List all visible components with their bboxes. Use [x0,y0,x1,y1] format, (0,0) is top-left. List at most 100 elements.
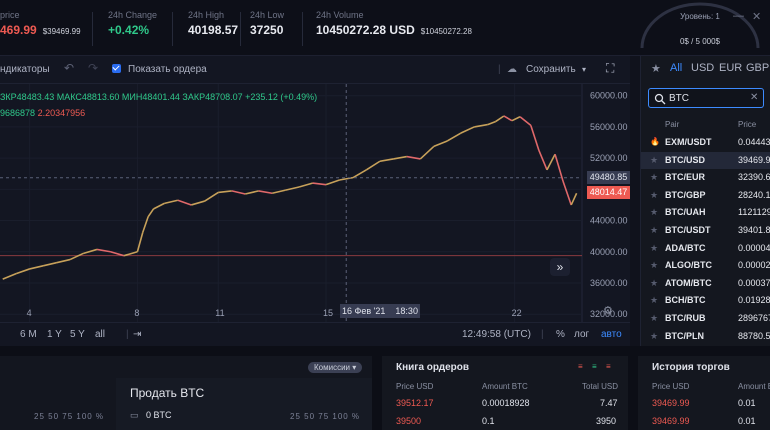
pair-name: BTC/RUB [665,313,706,323]
range-6m[interactable]: 6 M [20,329,37,340]
tab-gbp[interactable]: GBP [746,62,770,74]
price-segment [495,115,505,123]
save-layout-button[interactable]: Сохранить [526,64,576,75]
orderbook-ask-amount[interactable]: 0.1 [482,416,495,426]
price-column-header[interactable]: Price [738,120,757,129]
star-icon[interactable]: ★ [650,295,659,306]
trade-panel: Комиссии ▾ Продать BTC ▭ 0 BTC 25 50 75 … [0,356,372,430]
clock-readout[interactable]: 12:49:58 (UTC) [462,329,531,340]
price-segment [446,132,462,142]
price-segment [538,150,548,171]
pair-row[interactable]: ★ BTC/UAH 1121129 [641,204,770,221]
redo-icon[interactable]: ↷ [88,61,99,75]
star-icon[interactable]: ★ [650,277,659,288]
pair-name: BTC/PLN [665,330,704,341]
pair-row[interactable]: ★ BTC/EUR 32390.6 [641,169,770,186]
minimize-icon[interactable]: — [733,10,744,22]
trade-history-title: История торгов [652,362,730,373]
orderbook-ask-price[interactable]: 39512.17 [396,398,434,408]
price-segment [29,265,44,270]
star-icon[interactable]: ★ [650,330,659,341]
star-icon[interactable]: ★ [650,242,659,253]
divider [172,12,173,46]
high-stat-value: 40198.57 [188,23,239,37]
price-segment [147,208,155,218]
orderbook-col-amount: Amount BTC [482,382,528,391]
pair-row[interactable]: ★ BCH/BTC 0.01928 [641,292,770,309]
star-icon[interactable]: ★ [650,207,659,218]
price-segment [164,199,179,205]
star-icon[interactable]: ★ [650,154,659,165]
pair-row[interactable]: ★ BTC/PLN 88780.5 [641,328,770,345]
pair-name: EXM/USDT [665,137,712,147]
chart-canvas[interactable]: 60000.0056000.0052000.0048000.0044000.00… [0,84,630,322]
level-value: 0$ / 5 000$ [679,37,721,46]
favorites-star-icon[interactable]: ★ [651,63,661,75]
pair-row[interactable]: ★ ATOM/BTC 0.00037 [641,275,770,292]
pair-row[interactable]: ★ ALGO/BTC 0.00002 [641,257,770,274]
checkbox-checked-icon[interactable] [112,64,121,73]
auto-scale-button[interactable]: авто [601,329,622,340]
indicators-button[interactable]: ндикаторы [0,64,50,75]
volume-stat: 24h Volume 10450272.28 USD $10450272.28 [316,10,472,37]
buy-percent-selector[interactable]: 25 50 75 100 % [34,412,105,421]
price-stat: price 469.99 $39469.99 [0,10,81,37]
orderbook-ask-price[interactable]: 39500 [396,416,422,426]
pair-row[interactable]: ★ BTC/USDT 39401.8 [641,222,770,239]
pair-price: 2896767 [738,313,770,323]
range-1y[interactable]: 1 Y [47,329,62,340]
orderbook-ask-total[interactable]: 3950 [596,416,617,426]
star-icon[interactable]: ★ [650,260,659,271]
tab-all[interactable]: All [670,62,683,74]
pair-price: 39469.9 [738,154,770,165]
price-segment [204,191,219,202]
close-icon[interactable]: ✕ [752,11,762,23]
log-scale-button[interactable]: лог [574,329,590,340]
price-stat-value: 469.99 [0,23,37,37]
orderbook-ask-amount[interactable]: 0.00018928 [482,398,530,408]
bottom-panels: Комиссии ▾ Продать BTC ▭ 0 BTC 25 50 75 … [0,346,770,430]
orderbook-view-asks-icon[interactable]: ≡ [606,362,611,371]
pair-row[interactable]: 🔥 EXM/USDT 0.04443 [641,134,770,151]
orderbook-view-both-icon[interactable]: ≡ [578,362,583,371]
range-all[interactable]: all [95,329,106,340]
star-icon[interactable]: ★ [650,225,659,235]
star-icon[interactable]: ★ [650,189,659,200]
change-stat-value: +0.42% [108,23,150,37]
clear-search-icon[interactable]: ✕ [750,92,759,103]
chevron-down-icon[interactable]: ▾ [582,65,587,74]
pair-column-header[interactable]: Pair [665,120,680,129]
pair-price: 0.04443 [738,137,770,147]
price-segment [191,200,206,206]
price-segment [123,251,138,257]
orderbook-view-bids-icon[interactable]: ≡ [592,362,597,371]
price-segment [42,261,57,267]
price-chart[interactable]: 60000.0056000.0052000.0048000.0044000.00… [0,84,630,346]
pair-row[interactable]: ★ BTC/RUB 2896767 [641,310,770,327]
sell-percent-selector[interactable]: 25 50 75 100 % [290,412,361,421]
search-input[interactable]: BTC [669,93,689,104]
star-icon[interactable]: ★ [650,313,659,323]
pair-search-field[interactable]: BTC ✕ [648,88,764,108]
range-5y[interactable]: 5 Y [70,329,85,340]
pair-row[interactable]: ★ BTC/GBP 28240.1 [641,187,770,204]
orderbook-ask-total[interactable]: 7.47 [600,398,618,408]
star-icon[interactable]: ★ [650,172,659,183]
pair-row[interactable]: ★ ADA/BTC 0.00004 [641,240,770,257]
settings-icon[interactable]: ⚙ [603,304,613,317]
tab-usd[interactable]: USD [691,62,715,74]
scroll-to-latest-button[interactable]: » [550,258,570,276]
commission-badge[interactable]: Комиссии ▾ [308,362,363,373]
percent-scale-button[interactable]: % [556,329,565,340]
date-range-icon[interactable]: ⇥ [133,329,142,340]
search-icon [654,93,666,105]
level-progress[interactable]: Уровень: 1 0$ / 5 000$ [630,0,770,56]
undo-icon[interactable]: ↶ [64,61,75,75]
fullscreen-icon[interactable]: ⛶ [606,61,615,75]
tab-eur[interactable]: EUR [719,62,743,74]
market-tabs: ★ All USD EUR GBP [641,56,770,80]
flame-icon[interactable]: 🔥 [650,137,660,146]
pair-row[interactable]: ★ BTC/USD 39469.9 [641,151,770,169]
pair-name: BTC/EUR [665,172,705,183]
show-orders-toggle[interactable]: Показать ордера [112,64,207,75]
